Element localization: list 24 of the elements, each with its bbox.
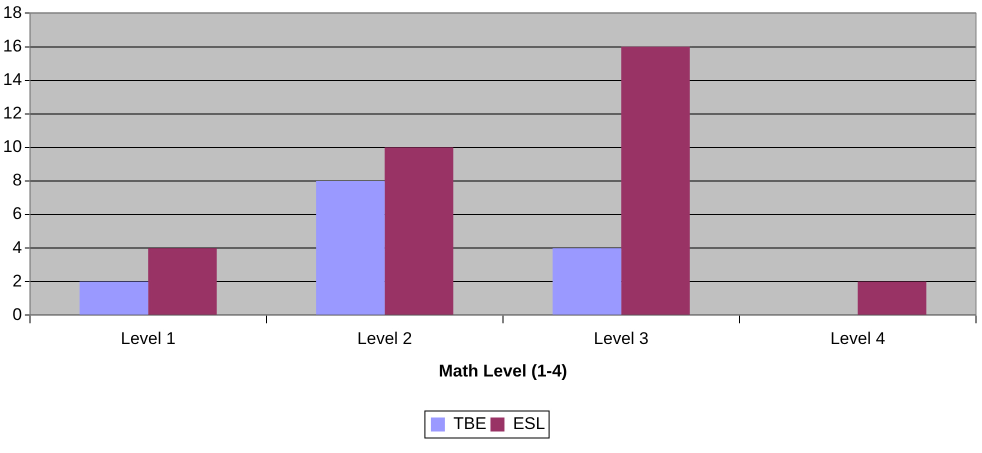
x-axis-title: Math Level (1-4) bbox=[438, 361, 568, 380]
x-tick-label: Level 4 bbox=[830, 329, 886, 348]
bar bbox=[384, 147, 454, 315]
x-tick-label: Level 1 bbox=[120, 329, 176, 348]
bar bbox=[148, 248, 217, 315]
y-tick-label: 12 bbox=[2, 104, 22, 123]
y-tick-label: 4 bbox=[12, 238, 22, 257]
y-tick-label: 14 bbox=[2, 70, 22, 89]
bar bbox=[316, 180, 385, 315]
y-tick-label: 6 bbox=[12, 204, 22, 224]
x-tick-label: Level 2 bbox=[357, 329, 412, 348]
legend-label: ESL bbox=[512, 414, 546, 434]
bar bbox=[621, 46, 690, 315]
y-tick-label: 0 bbox=[12, 304, 22, 324]
y-tick-label: 10 bbox=[2, 137, 22, 156]
y-tick-label: 16 bbox=[2, 36, 22, 56]
y-tick-label: 18 bbox=[2, 2, 22, 22]
bar bbox=[552, 248, 622, 315]
x-tick-label: Level 3 bbox=[594, 329, 649, 348]
y-tick-label: 8 bbox=[12, 170, 22, 190]
y-tick-label: 2 bbox=[12, 271, 22, 290]
bar bbox=[858, 282, 926, 315]
bar bbox=[80, 282, 148, 315]
legend-label: TBE bbox=[453, 414, 486, 434]
